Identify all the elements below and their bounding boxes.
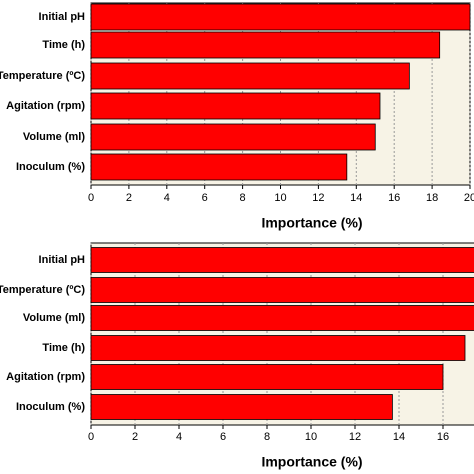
x-axis-label: Importance (%)	[261, 215, 362, 231]
x-tick-label: 4	[176, 431, 182, 443]
bar	[90, 62, 410, 90]
bar	[90, 364, 444, 390]
x-tick-label: 20	[464, 192, 474, 204]
x-tick-label: 16	[437, 431, 449, 443]
y-tick-label: Temperature (ºC)	[0, 284, 85, 296]
x-tick-label: 0	[88, 192, 94, 204]
bar	[90, 31, 441, 59]
bar	[90, 277, 474, 303]
x-tick-label: 8	[240, 192, 246, 204]
x-tick-label: 2	[132, 431, 138, 443]
y-tick-label: Initial pH	[39, 254, 86, 266]
bar	[90, 3, 471, 31]
y-tick-label: Volume (ml)	[23, 312, 85, 324]
bar	[90, 394, 393, 420]
bar	[90, 92, 381, 120]
y-tick-label: Volume (ml)	[23, 131, 85, 143]
y-tick-label: Time (h)	[42, 342, 85, 354]
bar	[90, 305, 474, 331]
y-tick-label: Inoculum (%)	[16, 161, 85, 173]
x-tick-label: 6	[202, 192, 208, 204]
x-tick-label: 8	[264, 431, 270, 443]
x-tick-label: 2	[126, 192, 132, 204]
x-tick-label: 10	[305, 431, 317, 443]
y-tick-label: Inoculum (%)	[16, 401, 85, 413]
x-tick-label: 18	[426, 192, 438, 204]
y-tick-label: Agitation (rpm)	[6, 100, 85, 112]
y-tick-label: Initial pH	[39, 11, 86, 23]
bar	[90, 335, 466, 361]
y-tick-label: Temperature (ºC)	[0, 70, 85, 82]
x-tick-label: 12	[312, 192, 324, 204]
y-tick-label: Agitation (rpm)	[6, 371, 85, 383]
x-tick-label: 14	[393, 431, 405, 443]
bar	[90, 123, 376, 151]
x-tick-label: 4	[164, 192, 170, 204]
bar	[90, 153, 348, 181]
y-tick-label: Time (h)	[42, 39, 85, 51]
x-tick-label: 6	[220, 431, 226, 443]
x-axis-label: Importance (%)	[261, 454, 362, 470]
x-tick-label: 16	[388, 192, 400, 204]
x-tick-label: 14	[350, 192, 362, 204]
bar	[90, 247, 474, 273]
x-tick-label: 12	[349, 431, 361, 443]
x-tick-label: 0	[88, 431, 94, 443]
x-tick-label: 10	[274, 192, 286, 204]
